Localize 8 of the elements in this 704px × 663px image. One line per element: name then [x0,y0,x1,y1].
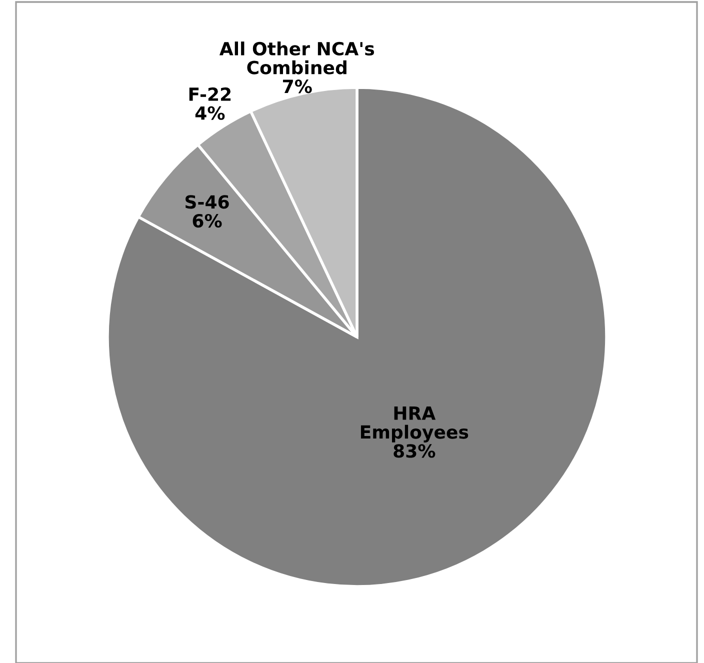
data-label: 83% [394,444,436,458]
slice-label: S-46 [186,195,229,209]
slice-label: F-22 [189,87,231,101]
slice-label: HRA Employees [360,406,468,442]
data-label: 7% [283,80,312,94]
data-label: 4% [195,106,225,120]
data-label: 6% [192,214,222,228]
slice-label: All Other NCA's Combined [219,42,374,74]
